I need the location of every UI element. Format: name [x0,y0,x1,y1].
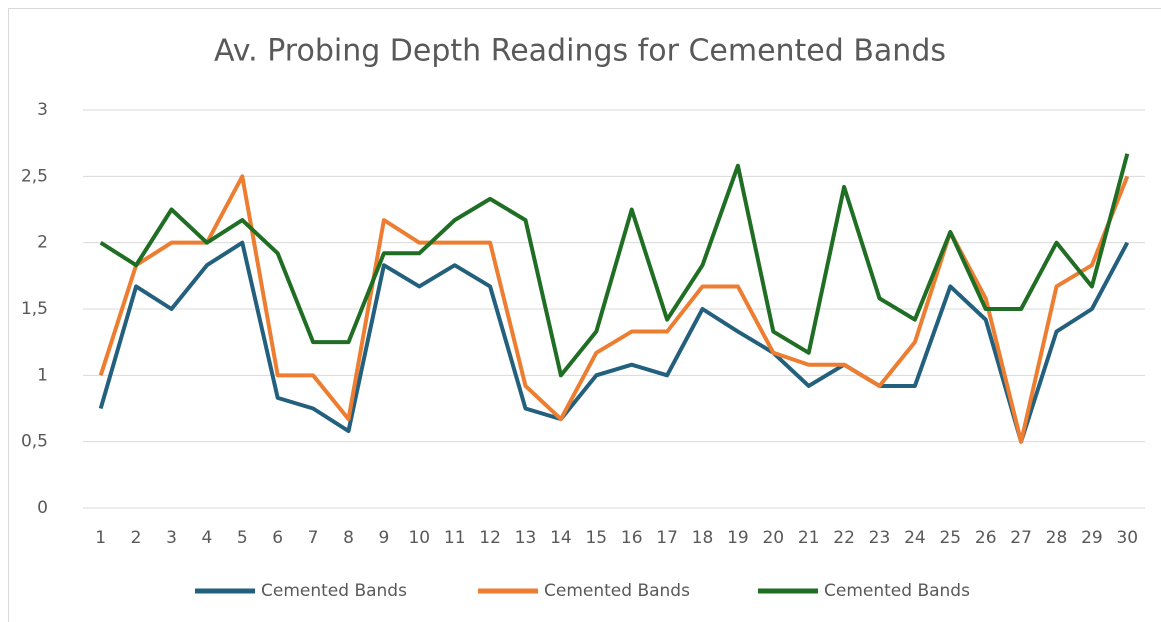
x-tick-label: 30 [1116,528,1138,548]
x-tick-label: 22 [833,528,855,548]
x-tick-label: 15 [585,528,607,548]
y-tick-label: 0,5 [21,432,48,452]
x-tick-label: 19 [727,528,749,548]
x-tick-label: 17 [656,528,678,548]
x-tick-label: 29 [1081,528,1103,548]
series-line [99,153,1130,378]
y-tick-label: 0 [37,498,48,518]
x-tick-label: 6 [272,528,283,548]
y-tick-label: 1 [37,365,48,385]
x-tick-label: 16 [621,528,643,548]
y-tick-label: 2,5 [21,166,48,186]
x-tick-label: 24 [904,528,926,548]
x-tick-label: 10 [408,528,430,548]
x-tick-label: 27 [1010,528,1032,548]
x-tick-label: 20 [762,528,784,548]
x-tick-label: 25 [939,528,961,548]
x-tick-label: 18 [692,528,714,548]
x-tick-label: 13 [515,528,537,548]
x-tick-label: 23 [869,528,891,548]
y-tick-label: 2 [37,233,48,253]
legend-label: Cemented Bands [824,581,970,601]
x-tick-label: 28 [1046,528,1068,548]
x-tick-label: 8 [343,528,354,548]
x-tick-label: 26 [975,528,997,548]
x-tick-label: 1 [95,528,106,548]
y-tick-label: 1,5 [21,299,48,319]
chart-frame [8,8,1161,622]
x-tick-label: 11 [444,528,466,548]
x-tick-label: 3 [166,528,177,548]
series-line [98,240,1130,444]
x-tick-label: 5 [237,528,248,548]
x-tick-label: 12 [479,528,501,548]
legend-label: Cemented Bands [261,581,407,601]
x-tick-label: 9 [378,528,389,548]
x-tick-label: 2 [131,528,142,548]
chart-title: Av. Probing Depth Readings for Cemented … [214,34,946,69]
x-tick-label: 4 [201,528,212,548]
x-tick-label: 21 [798,528,820,548]
x-tick-label: 7 [308,528,319,548]
y-tick-label: 3 [37,100,48,120]
x-tick-label: 14 [550,528,572,548]
legend-label: Cemented Bands [544,581,690,601]
